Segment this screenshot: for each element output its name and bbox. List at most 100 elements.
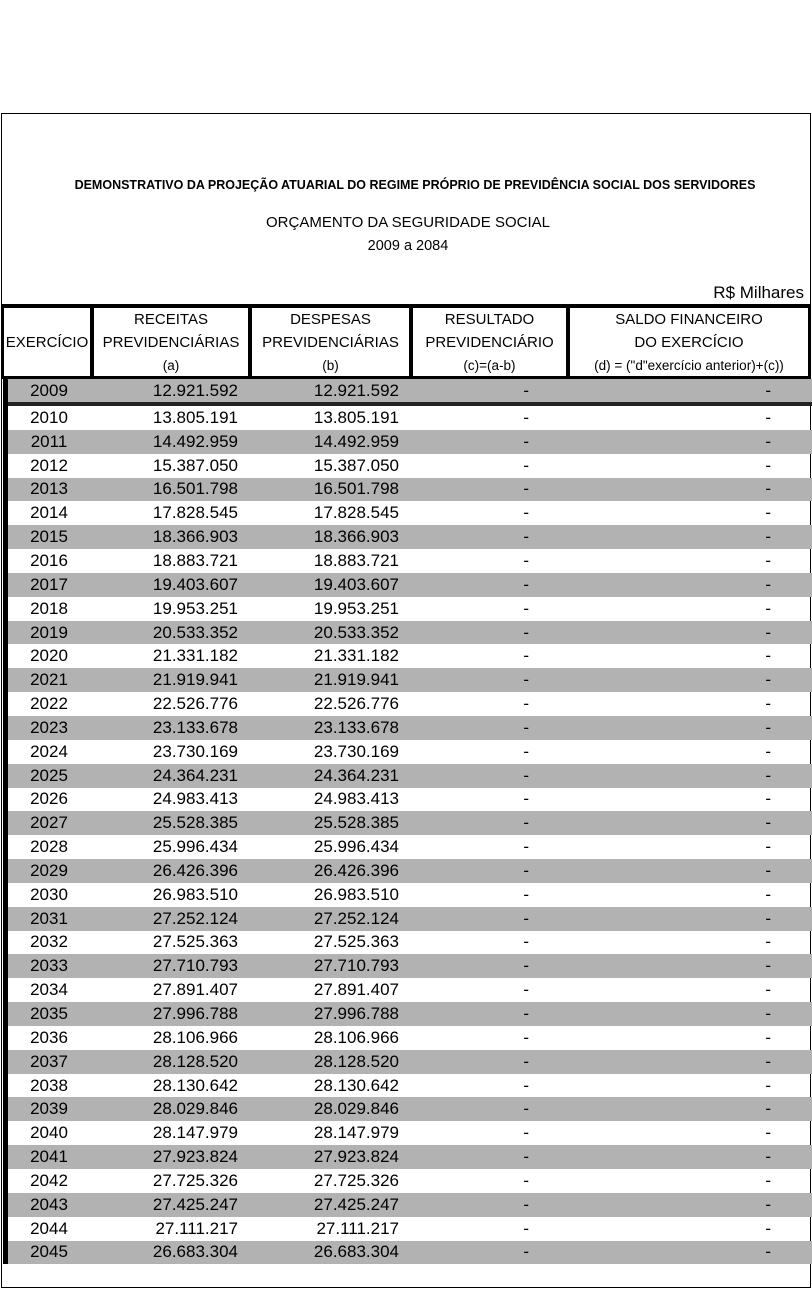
cell-saldo: - [765, 1218, 771, 1238]
cell-receitas: 26.983.510 [152, 884, 238, 904]
cell-despesas: 28.029.846 [313, 1099, 399, 1119]
table-row: 2023 23.133.678 23.133.678 - - [8, 715, 812, 740]
cell-exercicio: 2036 [30, 1027, 68, 1047]
cell-receitas: 28.130.642 [152, 1075, 238, 1095]
cell-resultado: - [523, 813, 529, 833]
cell-resultado: - [523, 479, 529, 499]
cell-saldo: - [765, 1075, 771, 1095]
cell-resultado: - [523, 1123, 529, 1143]
cell-resultado: - [523, 1075, 529, 1095]
cell-despesas: 28.128.520 [313, 1051, 399, 1071]
table-row: 2026 24.983.413 24.983.413 - - [8, 788, 812, 812]
cell-receitas: 15.387.050 [152, 455, 238, 475]
cell-exercicio: 2034 [30, 980, 68, 1000]
cell-saldo: - [765, 837, 771, 857]
cell-receitas: 26.683.304 [152, 1242, 238, 1262]
cell-despesas: 27.525.363 [313, 932, 399, 952]
cell-despesas: 28.147.979 [313, 1123, 399, 1143]
table-row: 2016 18.883.721 18.883.721 - - [8, 549, 812, 573]
cell-saldo: - [765, 932, 771, 952]
table-row: 2042 27.725.326 27.725.326 - - [8, 1169, 812, 1193]
cell-receitas: 27.425.247 [152, 1194, 238, 1214]
cell-despesas: 27.710.793 [313, 956, 399, 976]
table-row: 2040 28.147.979 28.147.979 - - [8, 1121, 812, 1145]
cell-exercicio: 2031 [30, 908, 68, 928]
cell-exercicio: 2028 [30, 837, 68, 857]
table-row: 2020 21.331.182 21.331.182 - - [8, 644, 812, 668]
cell-resultado: - [523, 741, 529, 761]
cell-saldo: - [765, 479, 771, 499]
header-line: PREVIDENCIÁRIAS [102, 333, 240, 351]
table-row: 2017 19.403.607 19.403.607 - - [8, 572, 812, 597]
cell-despesas: 25.528.385 [313, 813, 399, 833]
cell-exercicio: 2026 [30, 789, 68, 809]
cell-exercicio: 2019 [30, 622, 68, 642]
cell-despesas: 27.923.824 [313, 1147, 399, 1167]
cell-exercicio: 2018 [30, 598, 68, 618]
cell-saldo: - [765, 670, 771, 690]
header-line: PREVIDENCIÁRIO [425, 333, 554, 351]
table-row: 2018 19.953.251 19.953.251 - - [8, 597, 812, 621]
cell-exercicio: 2037 [30, 1051, 68, 1071]
table-row: 2044 27.111.217 27.111.217 - - [8, 1217, 812, 1241]
cell-resultado: - [523, 789, 529, 809]
cell-exercicio: 2015 [30, 527, 68, 547]
cell-despesas: 27.111.217 [316, 1218, 399, 1238]
document-title: DEMONSTRATIVO DA PROJEÇÃO ATUARIAL DO RE… [74, 178, 756, 192]
cell-exercicio: 2032 [30, 932, 68, 952]
cell-receitas: 21.331.182 [152, 646, 238, 666]
cell-despesas: 16.501.798 [313, 479, 399, 499]
cell-exercicio: 2038 [30, 1075, 68, 1095]
cell-saldo: - [765, 622, 771, 642]
table-row: 2009 12.921.592 12.921.592 - - [8, 379, 812, 406]
cell-despesas: 27.425.247 [313, 1194, 399, 1214]
cell-receitas: 27.525.363 [152, 932, 238, 952]
cell-receitas: 28.106.966 [152, 1027, 238, 1047]
header-note: (b) [322, 357, 339, 373]
table-row: 2028 25.996.434 25.996.434 - - [8, 835, 812, 859]
cell-exercicio: 2041 [30, 1147, 68, 1167]
cell-saldo: - [765, 717, 771, 737]
cell-exercicio: 2010 [30, 407, 68, 427]
header-line: EXERCÍCIO [5, 333, 89, 351]
cell-resultado: - [523, 1051, 529, 1071]
cell-saldo: - [765, 694, 771, 714]
cell-saldo: - [765, 1194, 771, 1214]
table-row: 2014 17.828.545 17.828.545 - - [8, 501, 812, 525]
cell-exercicio: 2021 [30, 670, 68, 690]
table-row: 2010 13.805.191 13.805.191 - - [8, 406, 812, 430]
cell-saldo: - [765, 908, 771, 928]
table-row: 2030 26.983.510 26.983.510 - - [8, 883, 812, 907]
header-note: (a) [162, 357, 180, 373]
cell-receitas: 27.725.326 [152, 1170, 238, 1190]
cell-despesas: 18.883.721 [313, 550, 399, 570]
header-line: PREVIDENCIÁRIAS [262, 333, 399, 351]
cell-exercicio: 2012 [30, 455, 68, 475]
cell-resultado: - [523, 884, 529, 904]
cell-receitas: 27.996.788 [152, 1004, 238, 1024]
cell-receitas: 28.128.520 [152, 1051, 238, 1071]
cell-saldo: - [765, 789, 771, 809]
header-saldo: SALDO FINANCEIRO DO EXERCÍCIO (d) = ("d"… [570, 308, 808, 376]
cell-exercicio: 2013 [30, 479, 68, 499]
table-row: 2012 15.387.050 15.387.050 - - [8, 454, 812, 478]
cell-exercicio: 2040 [30, 1123, 68, 1143]
cell-resultado: - [523, 717, 529, 737]
table-row: 2035 27.996.788 27.996.788 - - [8, 1002, 812, 1026]
cell-receitas: 24.364.231 [152, 765, 238, 785]
cell-resultado: - [523, 1099, 529, 1119]
table-row: 2037 28.128.520 28.128.520 - - [8, 1049, 812, 1074]
cell-resultado: - [523, 622, 529, 642]
cell-saldo: - [765, 598, 771, 618]
cell-receitas: 12.921.592 [152, 380, 238, 400]
cell-receitas: 22.526.776 [152, 694, 238, 714]
cell-despesas: 26.683.304 [313, 1242, 399, 1262]
cell-despesas: 24.983.413 [313, 789, 399, 809]
table-row: 2043 27.425.247 27.425.247 - - [8, 1192, 812, 1217]
cell-resultado: - [523, 1194, 529, 1214]
cell-saldo: - [765, 956, 771, 976]
cell-resultado: - [523, 956, 529, 976]
cell-receitas: 25.528.385 [152, 813, 238, 833]
table-row: 2022 22.526.776 22.526.776 - - [8, 692, 812, 716]
cell-saldo: - [765, 813, 771, 833]
